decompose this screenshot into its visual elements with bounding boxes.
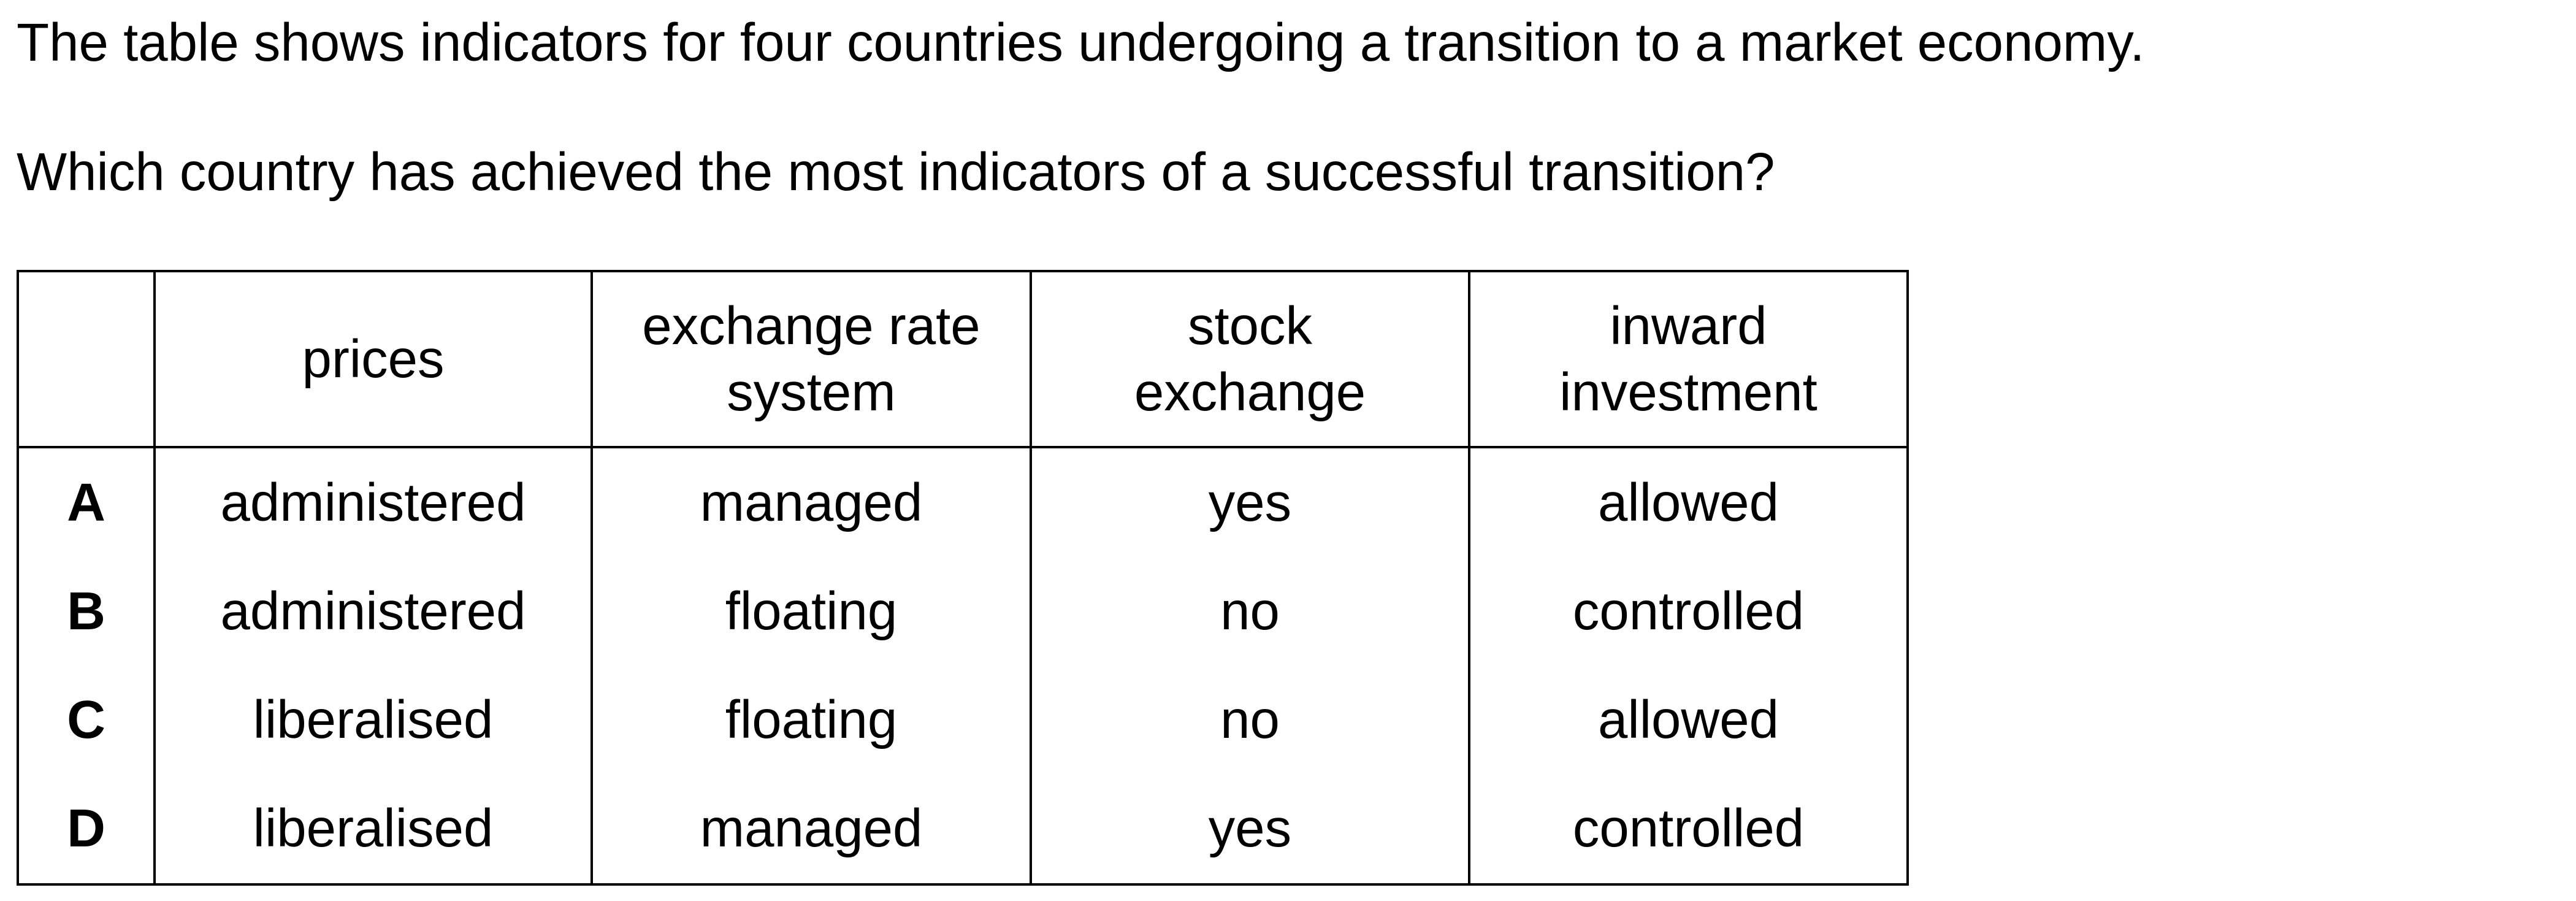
- table-row: D liberalised managed yes controlled: [17, 774, 1909, 886]
- prices-cell: liberalised: [153, 774, 593, 886]
- indicators-table: prices exchange rate system stock exchan…: [17, 270, 1909, 886]
- inward-investment-cell: allowed: [1468, 447, 1909, 558]
- prices-cell: liberalised: [153, 665, 593, 775]
- stock-exchange-cell: yes: [1030, 774, 1470, 886]
- inward-investment-cell: controlled: [1468, 774, 1909, 886]
- stock-exchange-cell: yes: [1030, 447, 1470, 558]
- header-cell-inward-investment: inward investment: [1468, 270, 1909, 448]
- header-cell-prices: prices: [153, 270, 593, 448]
- exchange-rate-cell: floating: [590, 557, 1032, 666]
- exchange-rate-cell: managed: [590, 447, 1032, 558]
- table-row: C liberalised floating no allowed: [17, 665, 1909, 775]
- table-header-row: prices exchange rate system stock exchan…: [17, 270, 1909, 448]
- inward-investment-cell: controlled: [1468, 557, 1909, 666]
- intro-text: The table shows indicators for four coun…: [17, 13, 2145, 72]
- row-letter: C: [17, 665, 156, 775]
- prices-cell: administered: [153, 447, 593, 558]
- row-letter: B: [17, 557, 156, 666]
- row-letter: A: [17, 447, 156, 558]
- prices-cell: administered: [153, 557, 593, 666]
- table-row: A administered managed yes allowed: [17, 447, 1909, 558]
- stock-exchange-cell: no: [1030, 665, 1470, 775]
- header-cell-exchange-rate-system: exchange rate system: [590, 270, 1032, 448]
- exchange-rate-cell: floating: [590, 665, 1032, 775]
- stock-exchange-cell: no: [1030, 557, 1470, 666]
- inward-investment-cell: allowed: [1468, 665, 1909, 775]
- row-letter: D: [17, 774, 156, 886]
- header-cell-stock-exchange: stock exchange: [1030, 270, 1470, 448]
- header-cell-key: [17, 270, 156, 448]
- table-row: B administered floating no controlled: [17, 557, 1909, 666]
- exchange-rate-cell: managed: [590, 774, 1032, 886]
- question-text: Which country has achieved the most indi…: [17, 142, 1775, 202]
